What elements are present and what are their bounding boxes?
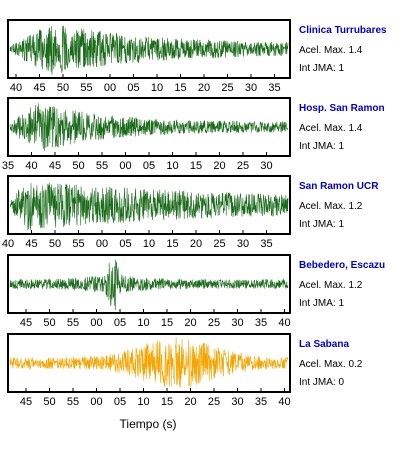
x-tick-label: 55 [67,396,79,408]
x-tick-label: 35 [2,160,14,172]
x-tick-label: 50 [72,160,84,172]
seismogram-panel-2: 35 40 45 50 55 00 05 10 15 20 25 30 Hosp. San Ramon A… [2,97,385,172]
x-tick-label: 45 [49,160,61,172]
x-tick-label: 00 [90,396,102,408]
x-tick-label: 40 [25,160,37,172]
x-tick-label: 55 [96,160,108,172]
x-tick-label: 00 [90,317,102,329]
x-tick-label: 45 [25,238,37,250]
x-tick-label: 15 [166,238,178,250]
x-tick-label: 45 [33,82,45,94]
x-tick-label: 55 [67,317,79,329]
x-tick-label: 35 [260,238,272,250]
x-tick-label: 25 [208,396,220,408]
x-tick-label: 10 [166,160,178,172]
acel-max-label: Acel. Max. 1.2 [299,201,363,212]
station-name: San Ramon UCR [299,181,379,192]
x-tick-label: 40 [2,238,14,250]
seismogram-panel-4: 45 50 55 00 05 10 15 20 25 30 35 40 Bebedero, Escazu… [7,254,385,329]
x-axis-title: Tiempo (s) [120,417,177,431]
acel-max-label: Acel. Max. 0.2 [299,359,363,370]
x-tick-label: 20 [184,396,196,408]
x-tick-label: 20 [190,238,202,250]
x-tick-label: 05 [143,160,155,172]
waveform-trace [9,182,289,231]
x-tick-label: 35 [268,82,280,94]
x-tick-label: 15 [174,82,186,94]
x-tick-label: 35 [255,317,267,329]
station-name: Hosp. San Ramon [299,103,385,114]
x-tick-label: 15 [161,317,173,329]
int-jma-label: Int JMA: 0 [299,377,344,388]
x-tick-label: 20 [184,317,196,329]
station-name: La Sabana [299,339,349,350]
station-name: Bebedero, Escazu [299,260,385,271]
x-tick-label: 30 [260,160,272,172]
x-tick-label: 25 [208,317,220,329]
acel-max-label: Acel. Max. 1.4 [299,45,363,56]
x-tick-label: 50 [49,238,61,250]
x-tick-label: 25 [221,82,233,94]
x-tick-label: 15 [161,396,173,408]
x-tick-label: 20 [198,82,210,94]
x-tick-label: 00 [119,160,131,172]
x-tick-label: 05 [114,396,126,408]
waveform-trace [9,103,289,151]
int-jma-label: Int JMA: 1 [299,298,344,309]
waveform-trace [9,337,289,388]
x-tick-label: 25 [237,160,249,172]
x-tick-label: 40 [278,396,290,408]
seismogram-panel-1: 40 45 50 55 00 05 10 15 20 25 30 35 Clinica Turrubar… [7,19,387,94]
x-tick-label: 10 [137,396,149,408]
seismogram-panels: 40 45 50 55 00 05 10 15 20 25 30 35 Clinica Turrubar… [2,19,387,408]
x-tick-label: 30 [231,396,243,408]
x-tick-label: 45 [20,396,32,408]
acel-max-label: Acel. Max. 1.2 [299,280,363,291]
x-tick-label: 25 [213,238,225,250]
waveform-trace [9,259,289,310]
x-tick-label: 55 [80,82,92,94]
x-tick-label: 45 [20,317,32,329]
station-name: Clinica Turrubares [299,25,387,36]
x-tick-label: 10 [143,238,155,250]
x-tick-label: 50 [43,317,55,329]
x-tick-label: 30 [231,317,243,329]
x-tick-label: 40 [10,82,22,94]
seismogram-panel-3: 40 45 50 55 00 05 10 15 20 25 30 35 San Ramon UCR Ace… [2,175,379,250]
x-tick-label: 10 [137,317,149,329]
x-tick-label: 05 [114,317,126,329]
x-tick-label: 40 [278,317,290,329]
x-tick-label: 55 [72,238,84,250]
x-tick-label: 05 [119,238,131,250]
x-tick-label: 20 [213,160,225,172]
x-tick-label: 30 [245,82,257,94]
x-tick-label: 05 [127,82,139,94]
x-tick-label: 30 [237,238,249,250]
x-tick-label: 50 [57,82,69,94]
x-tick-label: 15 [190,160,202,172]
acel-max-label: Acel. Max. 1.4 [299,123,363,134]
x-tick-label: 00 [104,82,116,94]
x-tick-label: 50 [43,396,55,408]
x-tick-label: 35 [255,396,267,408]
int-jma-label: Int JMA: 1 [299,63,344,74]
x-tick-label: 00 [96,238,108,250]
int-jma-label: Int JMA: 1 [299,219,344,230]
seismogram-panel-5: 45 50 55 00 05 10 15 20 25 30 35 40 La Sabana Acel. M… [7,333,363,408]
waveform-trace [9,25,289,75]
int-jma-label: Int JMA: 1 [299,141,344,152]
x-tick-label: 10 [151,82,163,94]
